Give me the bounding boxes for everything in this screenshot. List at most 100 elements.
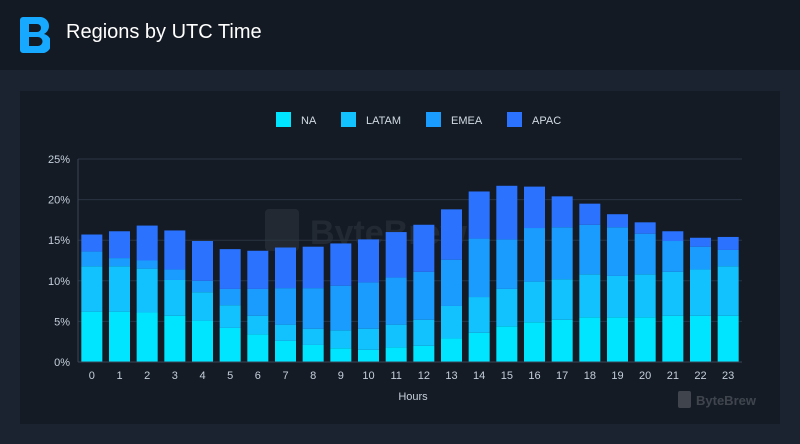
- bar-segment-latam: [385, 324, 407, 348]
- bar-segment-emea: [468, 238, 490, 298]
- bar-segment-latam: [192, 292, 213, 321]
- bar-segment-na: [441, 338, 462, 362]
- x-axis-title: Hours: [398, 391, 428, 403]
- bar-segment-emea: [81, 251, 103, 267]
- bar-segment-apac: [247, 250, 269, 289]
- x-tick-label: 16: [528, 370, 540, 382]
- legend-item-emea[interactable]: EMEA: [426, 112, 483, 127]
- bar-segment-emea: [496, 239, 518, 289]
- bar-segment-na: [385, 347, 407, 362]
- bar-segment-apac: [275, 247, 296, 289]
- bar-segment-na: [524, 322, 545, 362]
- stacked-bar-chart: ByteBrew 0%5%10%15%20%25% 01234567891011…: [48, 112, 757, 408]
- bar-segment-emea: [441, 259, 462, 306]
- x-tick-label: 18: [584, 370, 596, 382]
- bar-segment-apac: [690, 237, 711, 247]
- bar-segment-emea: [136, 260, 158, 269]
- bytebrew-logo-icon: [20, 17, 50, 53]
- y-tick-label: 20%: [48, 195, 70, 207]
- bar-segment-latam: [717, 266, 739, 316]
- bar-segment-apac: [579, 203, 601, 225]
- bar-segment-latam: [634, 274, 656, 318]
- x-tick-label: 17: [556, 370, 568, 382]
- legend-label: LATAM: [366, 115, 401, 127]
- x-tick-label: 5: [227, 370, 233, 382]
- bar-segment-latam: [275, 324, 296, 341]
- bar-segment-na: [579, 317, 601, 362]
- bar-segment-latam: [413, 319, 435, 346]
- bar-segment-emea: [302, 288, 324, 329]
- bar-segment-apac: [385, 232, 407, 278]
- x-tick-label: 19: [611, 370, 623, 382]
- x-tick-label: 21: [667, 370, 679, 382]
- legend: NA LATAM EMEA APAC: [276, 112, 561, 127]
- chart-panel: ByteBrew 0%5%10%15%20%25% 01234567891011…: [20, 91, 780, 424]
- bar-segment-emea: [247, 288, 269, 316]
- bar-segment-na: [468, 332, 490, 362]
- bar-segment-emea: [385, 277, 407, 325]
- page-title: Regions by UTC Time: [66, 21, 262, 43]
- x-tick-label: 4: [199, 370, 205, 382]
- y-tick-label: 15%: [48, 235, 70, 247]
- bar-segment-apac: [607, 214, 628, 228]
- bar-segment-latam: [524, 281, 545, 323]
- bar-segment-na: [607, 317, 628, 362]
- bar-segment-na: [247, 334, 269, 362]
- bar-segment-emea: [551, 227, 573, 280]
- bar-segment-apac: [662, 231, 684, 242]
- bar-segment-apac: [496, 185, 518, 240]
- bar-segment-emea: [717, 249, 739, 267]
- x-tick-label: 2: [144, 370, 150, 382]
- bar-segment-apac: [413, 224, 435, 272]
- bar-segment-latam: [690, 269, 711, 316]
- x-tick-label: 11: [390, 370, 401, 382]
- legend-swatch: [276, 112, 291, 127]
- bar-segment-na: [109, 311, 130, 362]
- bar-segment-apac: [109, 231, 130, 259]
- bar-segment-na: [496, 326, 518, 362]
- x-tick-label: 14: [473, 370, 485, 382]
- y-tick-label: 10%: [48, 276, 70, 288]
- bar-segment-latam: [164, 279, 186, 316]
- y-axis: 0% 5% 10% 15% 20% 25%: [48, 154, 79, 369]
- bar-segment-na: [302, 344, 324, 362]
- bar-segment-latam: [136, 268, 158, 313]
- bar-segment-apac: [330, 243, 352, 286]
- bar-segment-latam: [607, 275, 628, 318]
- bar-segment-emea: [607, 227, 628, 276]
- x-tick-label: 22: [694, 370, 706, 382]
- bar-segment-na: [717, 315, 739, 362]
- bar-segment-apac: [81, 234, 103, 252]
- bar-segment-apac: [302, 246, 324, 289]
- bar-segment-latam: [468, 297, 490, 333]
- bar-segment-na: [136, 312, 158, 362]
- bar-segment-latam: [551, 279, 573, 320]
- bar-segment-emea: [219, 288, 241, 306]
- bar-segment-apac: [136, 225, 158, 261]
- bar-segment-emea: [413, 271, 435, 320]
- bar-segment-na: [662, 315, 684, 362]
- legend-item-latam[interactable]: LATAM: [341, 112, 401, 127]
- corner-watermark: ByteBrew: [678, 391, 757, 408]
- legend-label: APAC: [532, 115, 561, 127]
- bar-segment-apac: [551, 196, 573, 228]
- bar-segment-na: [164, 315, 186, 362]
- x-tick-label: 23: [722, 370, 734, 382]
- legend-swatch: [426, 112, 441, 127]
- x-tick-label: 0: [89, 370, 95, 382]
- bar-segment-na: [413, 345, 435, 362]
- bar-segment-na: [330, 348, 352, 362]
- bar-segment-emea: [109, 258, 130, 267]
- x-axis: 0 1 2 3 4 5 6 7 8 9 10 11 12 13 14 15 16 17 18 19 20 21 22 23: [78, 361, 742, 382]
- x-tick-label: 10: [362, 370, 374, 382]
- bar-segment-latam: [496, 288, 518, 327]
- x-tick-label: 13: [445, 370, 457, 382]
- bar-segment-latam: [441, 305, 462, 339]
- bar-segment-emea: [634, 233, 656, 275]
- legend-item-na[interactable]: NA: [276, 112, 317, 127]
- bar-segment-na: [634, 317, 656, 362]
- legend-item-apac[interactable]: APAC: [507, 112, 561, 127]
- bar-segment-apac: [468, 191, 490, 239]
- bar-segment-emea: [358, 282, 379, 329]
- bar-segment-latam: [330, 330, 352, 349]
